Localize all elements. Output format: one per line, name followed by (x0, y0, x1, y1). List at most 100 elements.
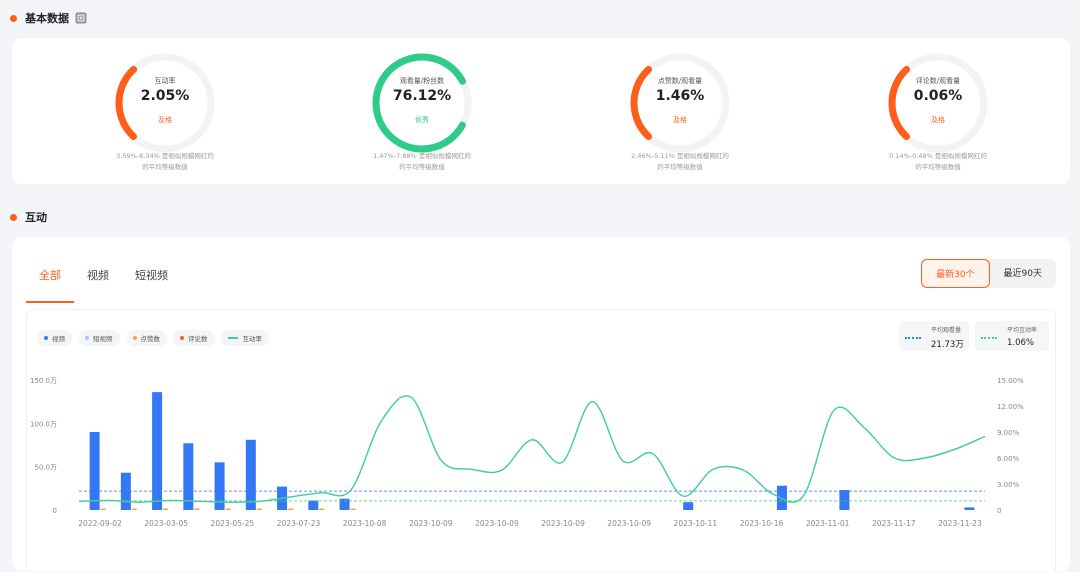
bar-video (214, 462, 225, 510)
metric-note-line2: 的平均等级数值 (657, 163, 703, 171)
tab-short-video[interactable]: 短视频 (135, 269, 168, 282)
bar-likes (194, 508, 200, 510)
metric-label: 互动率 (154, 77, 176, 85)
interaction-rate-line (78, 395, 986, 503)
latest-30-button[interactable]: 最新30个 (921, 259, 990, 288)
interaction-card: 全部 视频 短视频 最新30个 最近90天 视频 短视频 点赞数 评论数 互动率… (12, 237, 1070, 572)
gauge-ring (372, 53, 472, 153)
interaction-title: 互动 (10, 209, 47, 225)
metric-note-line1: 0.14%-0.48% 是相似规模网红的 (889, 152, 987, 160)
metric-grade: 及格 (931, 116, 945, 124)
metric-value: 2.05% (140, 88, 190, 104)
legend-label: 视频 (52, 335, 65, 343)
metric-note-line2: 的平均等级数值 (915, 163, 961, 171)
metric-note: 3.59%-8.34% 是相似规模网红的 的平均等级数值 (55, 151, 275, 173)
y-left-tick-label: 0 (53, 507, 57, 515)
bar-likes (225, 508, 231, 510)
y-right-tick-label: 3.00% (997, 481, 1020, 489)
metric-note: 2.46%-5.11% 是相似规模网红的 的平均等级数值 (570, 151, 790, 173)
bar-video (245, 439, 256, 510)
metric-note-line1: 2.46%-5.11% 是相似规模网红的 (631, 152, 729, 160)
legend-marker (180, 336, 184, 340)
y-left-tick-label: 150.0万 (30, 377, 57, 385)
metric-views-per-fan: 观看量/粉丝数 76.12% 优秀 1.47%-7.88% 是相似规模网红的 的… (312, 38, 532, 184)
x-tick-label: 2023-10-09 (409, 519, 453, 528)
x-tick-label: 2023-10-16 (740, 519, 784, 528)
avg-rate-dash-icon (981, 337, 997, 339)
x-tick-label: 2023-10-08 (343, 519, 387, 528)
gauge-ring (888, 53, 988, 153)
metric-likes-per-view: 点赞数/观看量 1.46% 及格 2.46%-5.11% 是相似规模网红的 的平… (570, 38, 790, 184)
basic-data-title: 基本数据 (10, 10, 87, 26)
avg-views-value: 21.73万 (931, 340, 964, 350)
bar-likes (288, 508, 294, 510)
y-left-tick-label: 50.0万 (34, 464, 57, 472)
legend-marker (44, 336, 48, 340)
legend-label: 评论数 (188, 335, 208, 343)
copy-icon[interactable] (75, 12, 87, 24)
y-right-tick-label: 6.00% (997, 455, 1020, 463)
x-tick-label: 2022-09-02 (78, 519, 122, 528)
bar-video (964, 507, 975, 510)
metric-note: 0.14%-0.48% 是相似规模网红的 的平均等级数值 (828, 151, 1048, 173)
interaction-chart: 视频 短视频 点赞数 评论数 互动率 平均观看量 21.73万 平均互动率 1.… (26, 309, 1056, 572)
legend-label: 互动率 (242, 335, 263, 343)
tab-all[interactable]: 全部 (26, 263, 74, 303)
legend-label: 点赞数 (140, 335, 161, 343)
legend-short-video[interactable]: 短视频 (78, 330, 120, 346)
bar-likes (131, 508, 137, 510)
legend-video[interactable]: 视频 (37, 330, 72, 346)
chart-legend: 视频 短视频 点赞数 评论数 互动率 (37, 330, 275, 346)
x-tick-label: 2023-10-09 (607, 519, 651, 528)
metric-note-line1: 1.47%-7.88% 是相似规模网红的 (373, 152, 471, 160)
metric-interaction-rate: 互动率 2.05% 及格 3.59%-8.34% 是相似规模网红的 的平均等级数… (55, 38, 275, 184)
legend-interaction-rate[interactable]: 互动率 (220, 330, 269, 346)
avg-rate-value: 1.06% (1007, 338, 1035, 348)
gauge-ring (115, 53, 215, 153)
avg-views-label: 平均观看量 (931, 327, 962, 334)
y-right-tick-label: 0 (997, 507, 1001, 515)
bar-likes (256, 508, 262, 510)
avg-views-dash-icon (905, 337, 921, 339)
metric-note-line2: 的平均等级数值 (142, 163, 188, 171)
metric-note-line2: 的平均等级数值 (399, 163, 445, 171)
legend-comments[interactable]: 评论数 (173, 330, 215, 346)
basic-data-title-text: 基本数据 (25, 12, 69, 25)
metric-label: 观看量/粉丝数 (399, 77, 445, 85)
x-tick-label: 2023-10-09 (541, 519, 585, 528)
bar-likes (163, 508, 169, 510)
x-tick-label: 2023-10-11 (674, 519, 718, 528)
bar-video (776, 485, 787, 510)
metric-label: 点赞数/观看量 (657, 77, 703, 85)
bar-likes (350, 508, 356, 510)
x-tick-label: 2023-05-25 (211, 519, 255, 528)
metric-value: 0.06% (913, 88, 963, 104)
legend-marker (227, 337, 238, 339)
y-left-tick-label: 100.0万 (30, 420, 57, 428)
last-90-days-button[interactable]: 最近90天 (1003, 269, 1042, 279)
bar-likes (100, 508, 106, 510)
metric-comments-per-view: 评论数/观看量 0.06% 及格 0.14%-0.48% 是相似规模网红的 的平… (828, 38, 1048, 184)
legend-likes[interactable]: 点赞数 (125, 330, 167, 346)
avg-rate-label: 平均互动率 (1007, 327, 1038, 334)
metric-grade: 优秀 (415, 116, 429, 124)
y-right-tick-label: 15.00% (997, 377, 1024, 385)
metric-note-line1: 3.59%-8.34% 是相似规模网红的 (116, 152, 214, 160)
range-toggle: 最新30个 最近90天 (921, 259, 1056, 288)
metric-grade: 及格 (673, 116, 687, 124)
chart-plot: 0 50.0万 100.0万 150.0万 0 3.00% 6.00% 9.00% 12.00%… (30, 377, 1024, 528)
y-right-tick-label: 9.00% (997, 429, 1020, 437)
section-dot (10, 14, 17, 22)
legend-marker (132, 336, 137, 340)
metric-grade: 及格 (158, 116, 172, 124)
bar-likes (319, 508, 325, 510)
x-tick-label: 2023-11-23 (938, 519, 982, 528)
bar-video (183, 443, 194, 510)
metric-value: 1.46% (655, 88, 705, 104)
bar-video (89, 432, 100, 510)
bar-video (308, 500, 319, 510)
bar-video (839, 490, 850, 510)
avg-rate-box: 平均互动率 1.06% (975, 321, 1049, 351)
x-tick-label: 2023-11-01 (806, 519, 850, 528)
tab-video[interactable]: 视频 (87, 269, 109, 282)
